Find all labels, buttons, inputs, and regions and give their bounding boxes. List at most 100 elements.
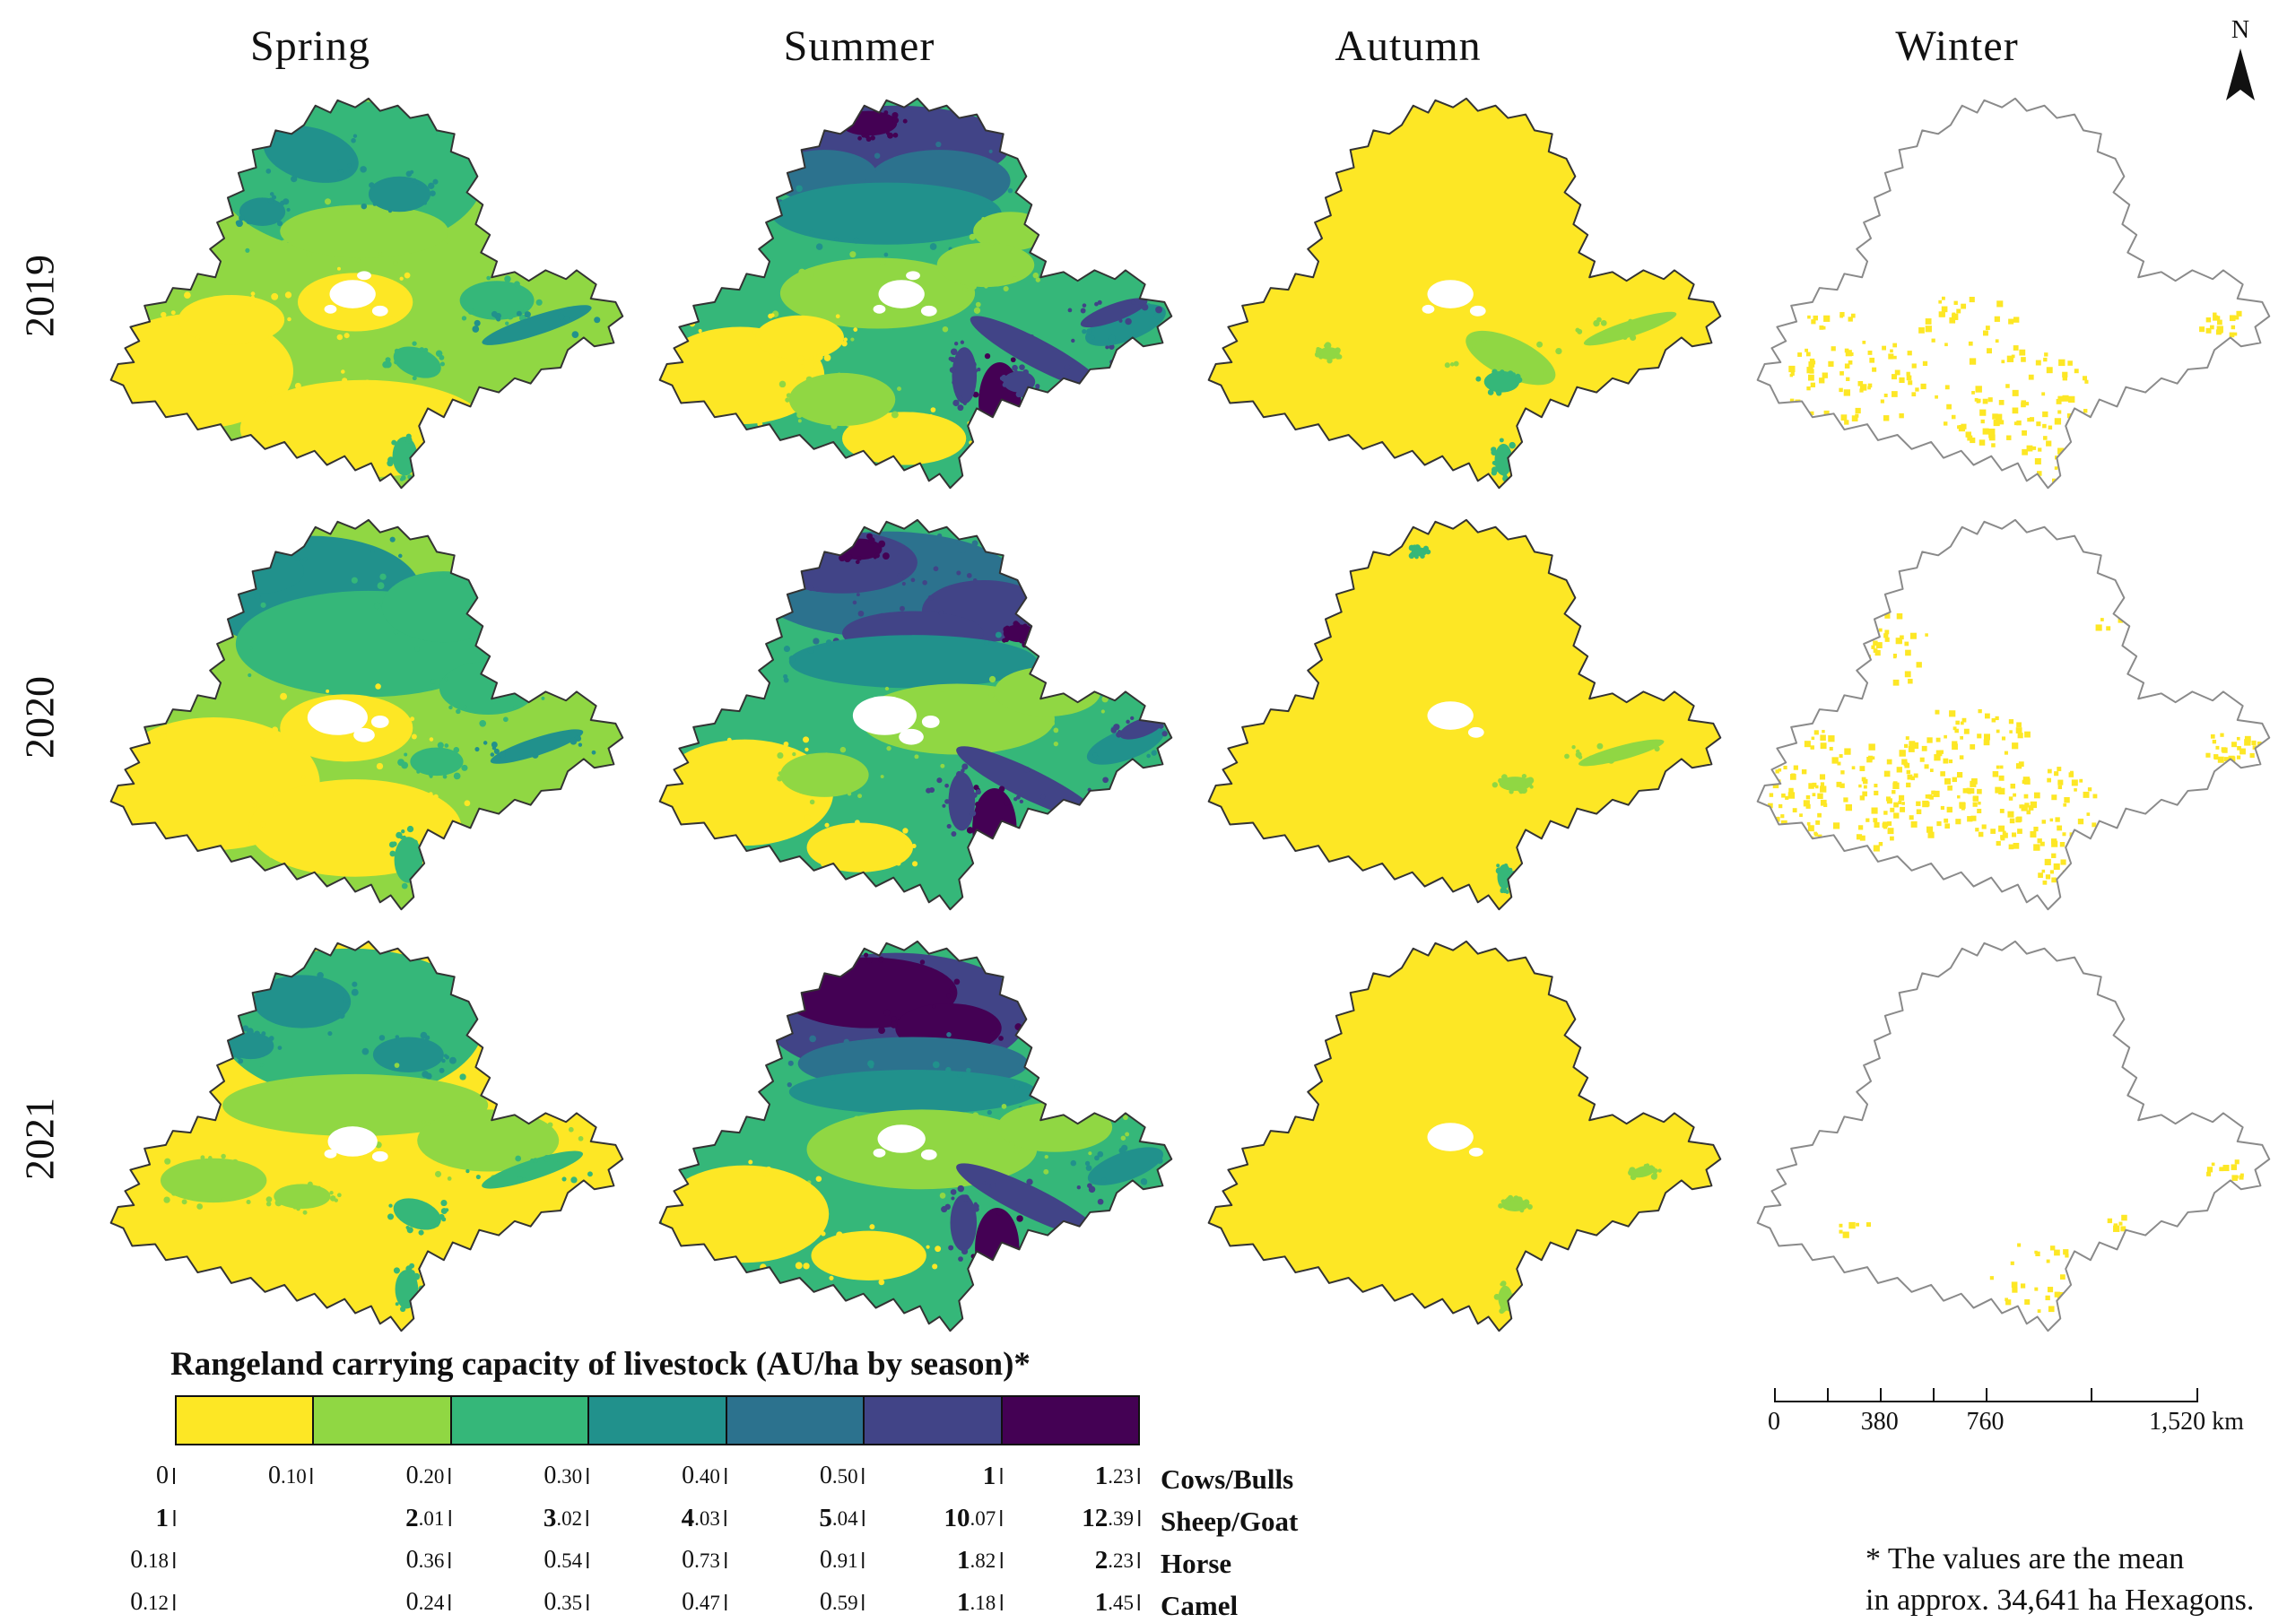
legend-tick: 5.04 [819, 1504, 865, 1533]
legend-title: Rangeland carrying capacity of livestock… [170, 1346, 1031, 1383]
map-2019-autumn [1187, 85, 1736, 507]
scalebar-label: 1,520 km [2149, 1408, 2244, 1436]
scalebar-label: 760 [1966, 1408, 2005, 1436]
legend-tick: 1 [156, 1504, 175, 1533]
legend-row-label-sheep-goat: Sheep/Goat [1161, 1506, 1299, 1537]
legend-tick: 1.45 [1095, 1588, 1140, 1618]
legend-tick-mark [448, 1510, 451, 1526]
legend-tick: 0.50 [820, 1462, 865, 1490]
legend-tick: 3.02 [544, 1504, 589, 1533]
map-image [658, 97, 1173, 490]
legend-tick-mark [448, 1468, 451, 1484]
scalebar: 0 380 760 1,520 km [1768, 1377, 2294, 1449]
legend-tick: 1.23 [1095, 1462, 1140, 1491]
map-2020-spring [90, 507, 639, 928]
legend-tick: 0.24 [406, 1588, 451, 1617]
legend-tick: 0.30 [544, 1462, 589, 1490]
north-label: N [2231, 16, 2250, 44]
legend-tick-mark [862, 1552, 865, 1568]
legend-tick: 0.40 [682, 1462, 726, 1490]
legend-color-segment [865, 1397, 1003, 1444]
legend-tick-mark [862, 1468, 865, 1484]
map-image [109, 940, 624, 1332]
scalebar-tick [2196, 1388, 2198, 1402]
legend-tick-mark [1000, 1510, 1003, 1526]
legend-tick-mark [587, 1594, 589, 1610]
legend-row-label-cows-bulls: Cows/Bulls [1161, 1463, 1294, 1495]
legend-colorbar [175, 1395, 1140, 1445]
legend-tick: 0.47 [682, 1588, 726, 1617]
legend-tick-mark [1138, 1468, 1140, 1484]
legend-color-segment [314, 1397, 452, 1444]
map-image [109, 518, 624, 911]
legend-tick: 0 [156, 1462, 175, 1490]
legend-tick: 0.59 [820, 1588, 865, 1617]
map-2021-summer [639, 928, 1187, 1350]
north-arrow: N [2221, 16, 2260, 108]
legend-tick: 1 [983, 1462, 1003, 1491]
footnote-line-1: * The values are the mean [1866, 1542, 2185, 1575]
scalebar-tick [1985, 1388, 1987, 1402]
map-image [109, 97, 624, 490]
legend-tick-mark [587, 1510, 589, 1526]
legend-tick: 0.12 [130, 1588, 175, 1617]
map-2019-summer [639, 85, 1187, 507]
legend-tick-mark [173, 1552, 175, 1568]
legend-tick: 0.18 [130, 1546, 175, 1575]
legend-tick: 0.36 [406, 1546, 451, 1575]
legend-tick: 2.01 [405, 1504, 451, 1533]
legend-tick-mark [1000, 1468, 1003, 1484]
legend-tick: 1.82 [957, 1546, 1003, 1575]
legend-tick-mark [1138, 1552, 1140, 1568]
map-image [1756, 97, 2271, 490]
map-grid [90, 85, 2285, 1350]
legend-tick-mark [724, 1594, 726, 1610]
legend-tick-mark [173, 1468, 175, 1484]
scalebar-tick [2091, 1388, 2093, 1402]
legend-tick-mark [587, 1552, 589, 1568]
map-image [1207, 940, 1722, 1332]
map-2021-autumn [1187, 928, 1736, 1350]
legend-row-label-horse: Horse [1161, 1548, 1232, 1579]
column-title-summer: Summer [783, 22, 935, 70]
legend-tick-mark [1000, 1552, 1003, 1568]
legend-tick-mark [724, 1510, 726, 1526]
scalebar-tick [1932, 1388, 1935, 1402]
map-image [1756, 940, 2271, 1332]
legend-tick: 4.03 [682, 1504, 726, 1533]
legend-tick-mark [724, 1468, 726, 1484]
legend-color-segment [589, 1397, 727, 1444]
legend-color-segment [726, 1397, 865, 1444]
legend-color-segment [177, 1397, 315, 1444]
legend-tick-mark [448, 1594, 451, 1610]
column-title-spring: Spring [249, 22, 371, 70]
legend-tick-mark [862, 1594, 865, 1610]
legend-tick-mark [587, 1468, 589, 1484]
map-image [658, 940, 1173, 1332]
legend-tick: 0.54 [544, 1546, 589, 1575]
scalebar-tick [1774, 1388, 1776, 1402]
map-2020-winter [1736, 507, 2285, 928]
map-2021-spring [90, 928, 639, 1350]
legend-tick-mark [724, 1552, 726, 1568]
map-image [1207, 97, 1722, 490]
legend-tick-mark [1138, 1510, 1140, 1526]
legend-tick: 0.73 [682, 1546, 726, 1575]
map-2020-summer [639, 507, 1187, 928]
legend-tick: 2.23 [1095, 1546, 1140, 1575]
map-image [658, 518, 1173, 911]
legend-tick: 0.91 [820, 1546, 865, 1575]
column-title-winter: Winter [1895, 22, 2019, 70]
legend-tick-mark [173, 1594, 175, 1610]
scalebar-tick [1826, 1388, 1829, 1402]
map-2021-winter [1736, 928, 2285, 1350]
map-image [1207, 518, 1722, 911]
map-image [1756, 518, 2271, 911]
legend-tick-mark [448, 1552, 451, 1568]
footnote-line-2: in approx. 34,641 ha Hexagons. [1866, 1583, 2255, 1617]
legend-tick-mark [862, 1510, 865, 1526]
scalebar-label: 380 [1860, 1408, 1899, 1436]
legend-tick: 0.35 [544, 1588, 589, 1617]
